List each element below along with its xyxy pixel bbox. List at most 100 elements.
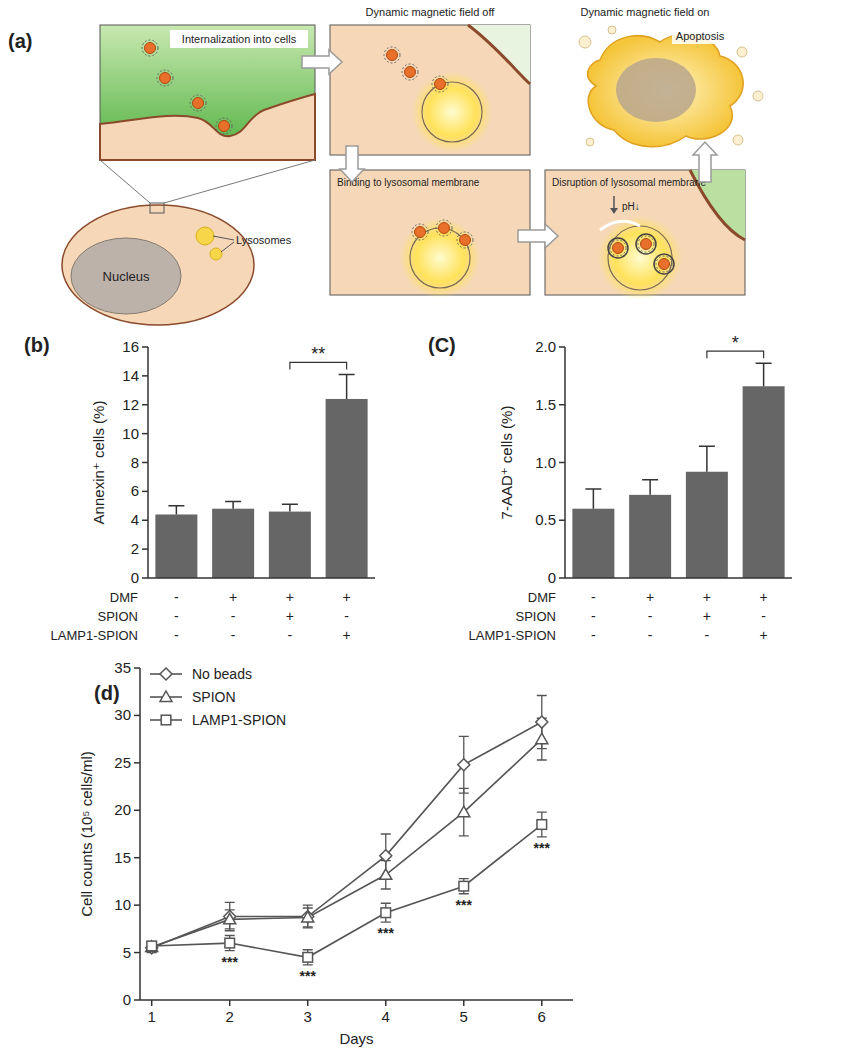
axis-title: 7-AAD⁺ cells (%) bbox=[498, 406, 515, 520]
y-tick-label: 12 bbox=[122, 396, 139, 413]
extracellular bbox=[468, 25, 530, 84]
flow-arrow bbox=[302, 50, 342, 74]
x-tick-label: 2 bbox=[226, 1008, 234, 1025]
particle bbox=[659, 259, 670, 270]
condition-sign: + bbox=[760, 589, 768, 605]
x-tick bbox=[385, 1000, 387, 1006]
x-tick-label: 4 bbox=[382, 1008, 390, 1025]
x-axis bbox=[148, 577, 375, 579]
marker bbox=[146, 941, 158, 952]
marker bbox=[537, 820, 547, 830]
ph-arrowhead bbox=[610, 208, 618, 214]
bar bbox=[743, 386, 785, 578]
particle bbox=[439, 223, 450, 234]
bar bbox=[269, 512, 311, 578]
marker bbox=[536, 716, 548, 728]
condition-sign: + bbox=[703, 589, 711, 605]
bar bbox=[686, 472, 728, 578]
error-bar bbox=[225, 910, 235, 929]
panel-box bbox=[100, 25, 315, 160]
y-tick-label: 25 bbox=[114, 754, 131, 771]
lysosome-glow bbox=[400, 218, 480, 298]
y-tick bbox=[134, 952, 140, 954]
y-tick bbox=[559, 462, 565, 464]
error-bar bbox=[642, 480, 658, 495]
flow-arrow bbox=[693, 142, 717, 182]
plot-area bbox=[572, 363, 784, 578]
condition-sign: - bbox=[648, 608, 653, 624]
y-tick bbox=[142, 520, 148, 522]
y-tick-label: 0 bbox=[131, 569, 139, 586]
error-bar bbox=[303, 908, 313, 927]
error-bar bbox=[459, 788, 469, 835]
condition-sign: + bbox=[703, 608, 711, 624]
error-bar bbox=[225, 501, 241, 508]
error-bar bbox=[303, 950, 313, 965]
particle bbox=[219, 121, 230, 132]
significance: *** bbox=[534, 840, 551, 856]
error-bar bbox=[459, 736, 469, 793]
lysosome bbox=[210, 248, 222, 260]
apoptotic-body bbox=[733, 135, 743, 145]
condition-sign: + bbox=[286, 589, 294, 605]
y-tick-label: 8 bbox=[131, 454, 139, 471]
y-tick-label: 0.5 bbox=[535, 511, 556, 528]
y-tick-label: 35 bbox=[114, 659, 131, 676]
particle-coat bbox=[157, 70, 173, 86]
condition-sign: + bbox=[286, 608, 294, 624]
y-tick bbox=[142, 375, 148, 377]
condition-sign: - bbox=[591, 589, 596, 605]
particle-coat bbox=[436, 220, 452, 236]
error-bar bbox=[282, 504, 298, 511]
condition-sign: - bbox=[231, 627, 236, 643]
step-label: Disruption of lysosomal membrane bbox=[552, 177, 706, 188]
condition-sign: - bbox=[288, 627, 293, 643]
particle-coat bbox=[610, 240, 626, 256]
x-axis bbox=[140, 999, 573, 1001]
legend-marker bbox=[160, 668, 172, 680]
condition-sign: + bbox=[646, 589, 654, 605]
particle bbox=[641, 239, 652, 250]
bar bbox=[155, 514, 197, 578]
y-tick bbox=[134, 667, 140, 669]
y-tick-label: 10 bbox=[114, 896, 131, 913]
header: Dynamic magnetic field on bbox=[580, 6, 709, 18]
error-bar bbox=[225, 902, 235, 930]
condition-label: SPION bbox=[516, 609, 556, 624]
bar bbox=[212, 509, 254, 578]
particle bbox=[160, 73, 171, 84]
y-tick bbox=[559, 520, 565, 522]
condition-sign: + bbox=[343, 589, 351, 605]
y-tick-label: 2.0 bbox=[535, 338, 556, 355]
header: Dynamic magnetic field off bbox=[366, 6, 496, 18]
bar bbox=[572, 509, 614, 578]
error-bar bbox=[381, 861, 391, 889]
x-tick-label: 1 bbox=[148, 1008, 156, 1025]
lysosome-label: Lysosomes bbox=[236, 234, 292, 246]
condition-sign: - bbox=[344, 608, 349, 624]
x-tick bbox=[541, 1000, 543, 1006]
nucleus-label: Nucleus bbox=[103, 269, 150, 284]
panel-label: (a) bbox=[8, 30, 32, 52]
marker bbox=[302, 911, 314, 922]
marker bbox=[380, 869, 392, 880]
particle-coat bbox=[190, 95, 206, 111]
text-box bbox=[170, 30, 308, 48]
y-tick-label: 10 bbox=[122, 425, 139, 442]
marker bbox=[146, 942, 158, 954]
y-tick-label: 1.5 bbox=[535, 396, 556, 413]
marker bbox=[225, 938, 235, 948]
significance: * bbox=[732, 333, 739, 353]
ph-label: pH↓ bbox=[622, 201, 640, 212]
marker bbox=[536, 733, 548, 744]
background bbox=[0, 0, 841, 1050]
condition-sign: - bbox=[761, 608, 766, 624]
y-tick-label: 20 bbox=[114, 801, 131, 818]
y-tick bbox=[142, 577, 148, 579]
condition-sign: - bbox=[174, 627, 179, 643]
y-tick bbox=[134, 999, 140, 1001]
y-tick bbox=[134, 762, 140, 764]
panel-label: (C) bbox=[428, 334, 456, 356]
y-tick bbox=[142, 548, 148, 550]
condition-sign: - bbox=[591, 608, 596, 624]
